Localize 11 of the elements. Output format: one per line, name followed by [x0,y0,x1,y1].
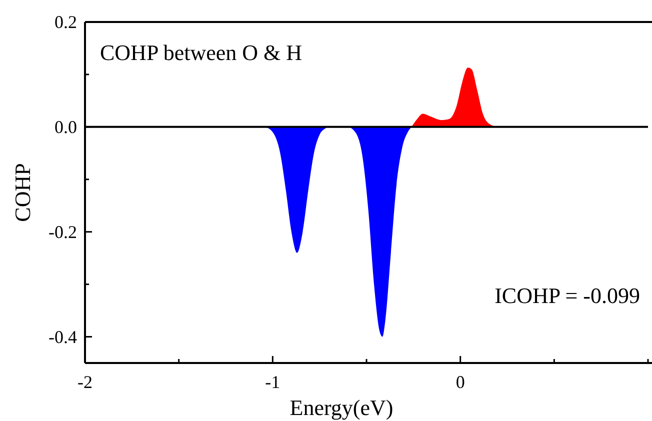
x-tick-label: -2 [78,372,92,392]
y-tick-label: 0.2 [54,12,77,32]
y-tick-label: 0.0 [54,116,77,137]
x-axis-title: Energy(eV) [290,395,394,420]
x-tick-label: -1 [265,372,280,392]
annotation: COHP between O & H [100,40,302,65]
y-tick-label: -0.2 [48,222,77,242]
annotation: ICOHP = -0.099 [494,283,640,308]
y-axis-title: COHP [10,163,35,222]
y-tick-label: -0.4 [48,326,77,347]
x-tick-label: 0 [456,372,465,392]
